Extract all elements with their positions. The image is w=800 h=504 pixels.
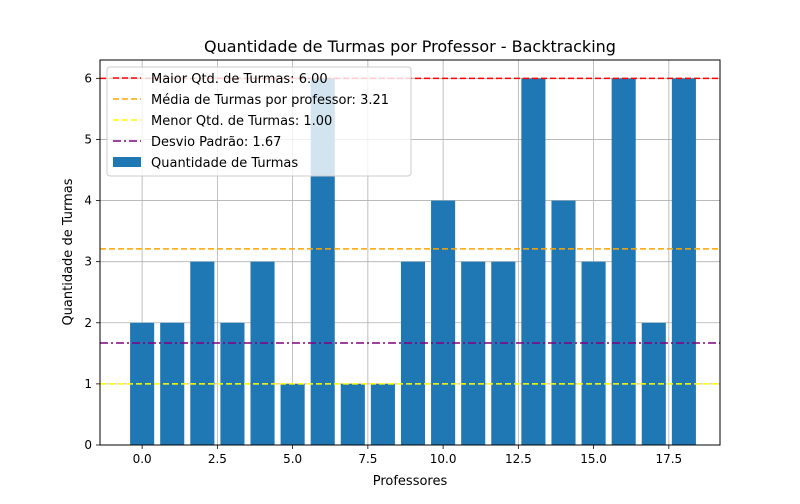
bar	[461, 261, 486, 445]
y-tick-label: 2	[84, 316, 92, 330]
bars-group	[130, 78, 696, 445]
x-tick-label: 7.5	[358, 452, 377, 466]
bar	[491, 261, 516, 445]
bar	[581, 261, 606, 445]
x-tick-label: 5.0	[283, 452, 302, 466]
legend-box	[106, 66, 412, 177]
bar	[250, 261, 275, 445]
bar	[611, 78, 636, 445]
legend-label: Desvio Padrão: 1.67	[151, 135, 281, 150]
legend-label: Menor Qtd. de Turmas: 1.00	[151, 114, 332, 129]
x-tick-label: 2.5	[208, 452, 227, 466]
chart-title: Quantidade de Turmas por Professor - Bac…	[204, 37, 616, 56]
y-tick-label: 1	[84, 377, 92, 391]
y-tick-label: 5	[84, 132, 92, 146]
bar	[190, 261, 215, 445]
x-tick-label: 17.5	[655, 452, 682, 466]
x-tick-label: 0.0	[133, 452, 152, 466]
y-tick-label: 6	[84, 71, 92, 85]
x-axis-ticks: 0.0 2.5 5.0 7.5 10.0 12.5 15.0 17.5	[133, 445, 682, 466]
bar	[431, 200, 456, 445]
bar	[400, 261, 426, 445]
y-tick-label: 4	[84, 194, 92, 208]
legend: Maior Qtd. de Turmas: 6.00 Média de Turma…	[106, 66, 412, 177]
legend-label: Média de Turmas por professor: 3.21	[151, 93, 389, 108]
bar	[340, 383, 365, 445]
bar	[280, 383, 305, 445]
bar	[521, 78, 546, 445]
legend-label: Maior Qtd. de Turmas: 6.00	[151, 72, 328, 87]
legend-swatch	[113, 157, 141, 167]
x-tick-label: 15.0	[580, 452, 607, 466]
plot-frame	[99, 59, 721, 446]
bar	[671, 78, 696, 445]
x-tick-label: 10.0	[430, 452, 457, 466]
x-axis-label: Professores	[373, 474, 448, 489]
bar	[370, 383, 395, 445]
y-axis-label: Quantidade de Turmas	[61, 178, 76, 325]
x-tick-label: 12.5	[505, 452, 532, 466]
y-tick-label: 0	[84, 438, 92, 452]
y-tick-label: 3	[84, 255, 92, 269]
bar	[551, 200, 576, 445]
y-axis-ticks: 0 1 2 3 4 5 6	[84, 71, 100, 452]
legend-label: Quantidade de Turmas	[151, 156, 298, 171]
